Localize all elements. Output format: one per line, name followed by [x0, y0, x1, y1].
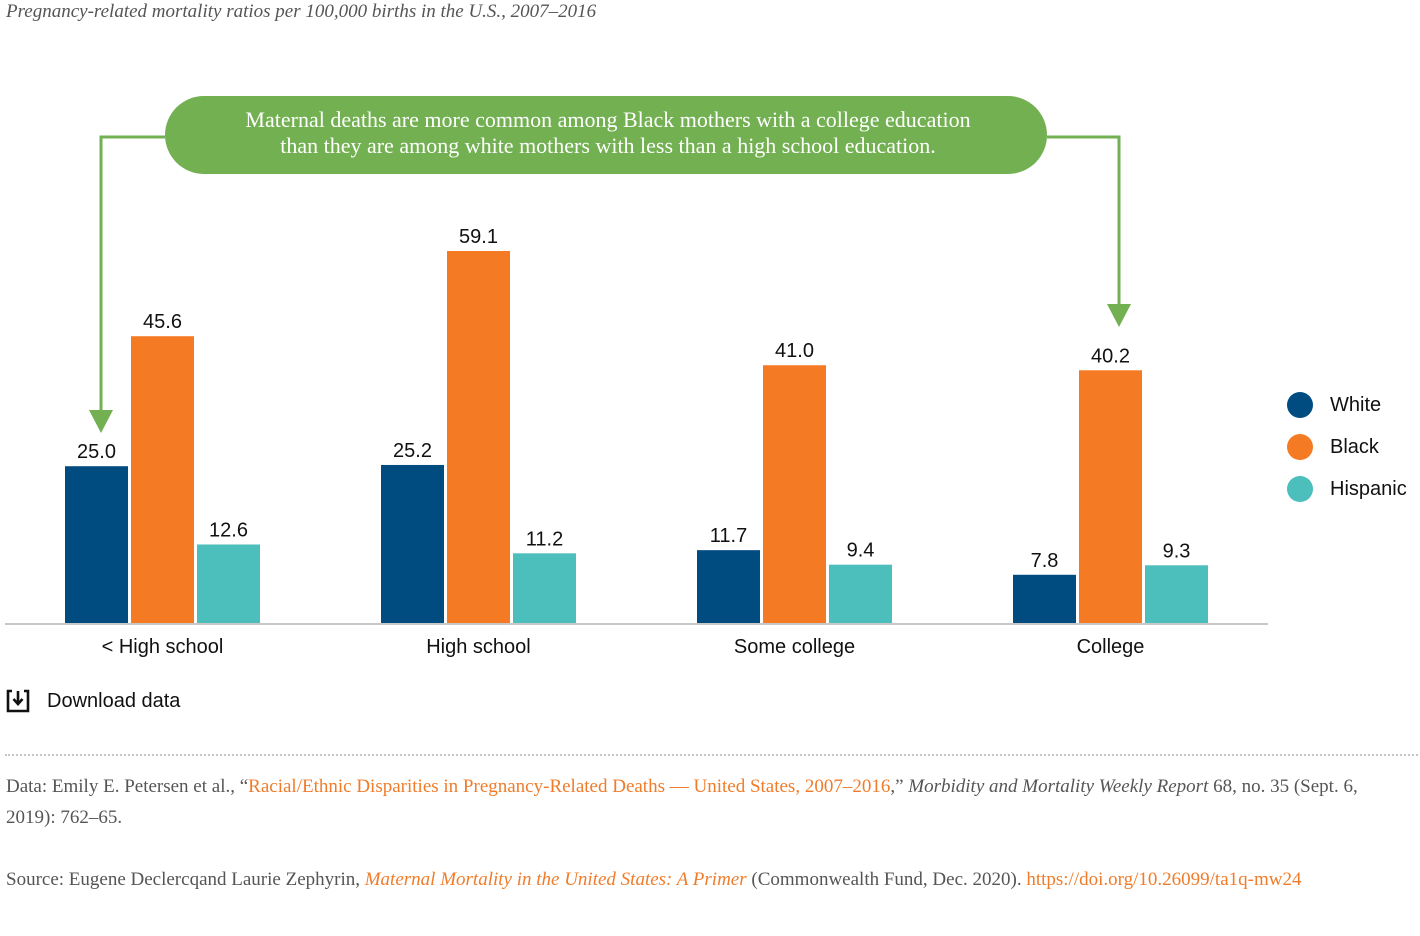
data-label-hispanic-high-school: 12.6 [209, 519, 248, 541]
legend-swatch-white [1287, 392, 1313, 418]
source-title-link[interactable]: Maternal Mortality in the United States:… [364, 869, 747, 890]
bar-chart: Maternal deaths are more common among Bl… [5, 96, 1268, 658]
source-credit-mid: (Commonwealth Fund, Dec. 2020). [746, 869, 1027, 890]
data-credit-mid: ,” [890, 776, 909, 797]
source-credit: Source: Eugene Declercqand Laurie Zephyr… [6, 864, 1406, 895]
data-article-link[interactable]: Racial/Ethnic Disparities in Pregnancy-R… [248, 776, 891, 797]
bar-black-high-school [447, 251, 510, 624]
callout-bubble [165, 96, 1047, 174]
legend-item-black: Black [1287, 426, 1407, 468]
callout-line-2: than they are among white mothers with l… [280, 133, 936, 158]
data-label-black-high-school: 45.6 [143, 311, 182, 333]
data-credit-prefix: Data: Emily E. Petersen et al., “ [6, 776, 249, 797]
bar-hispanic-college [1145, 565, 1208, 624]
data-label-hispanic-college: 9.3 [1163, 540, 1191, 562]
bar-hispanic-high-school [513, 553, 576, 624]
legend-item-hispanic: Hispanic [1287, 468, 1407, 510]
bar-white-some-college [697, 550, 760, 624]
bar-black-some-college [763, 365, 826, 624]
callout-arrow-right [1047, 135, 1121, 306]
x-tick-label-college: College [1077, 636, 1145, 658]
callout-line-1: Maternal deaths are more common among Bl… [245, 107, 970, 132]
legend-label-white: White [1330, 393, 1382, 416]
data-credit-suffix: 68, no. 35 (Sept. 6, 2019): 762–65. [6, 776, 1358, 828]
legend: White Black Hispanic [1287, 384, 1407, 510]
data-label-black-some-college: 41.0 [775, 340, 814, 362]
callout: Maternal deaths are more common among Bl… [89, 96, 1131, 433]
data-label-hispanic-some-college: 9.4 [847, 540, 875, 562]
bar-white-high-school [65, 466, 128, 624]
download-icon [6, 689, 30, 713]
download-data-button[interactable]: Download data [5, 688, 180, 714]
source-doi-link[interactable]: https://doi.org/10.26099/ta1q-mw24 [1026, 869, 1302, 890]
divider [5, 754, 1418, 756]
bar-hispanic-high-school [197, 544, 260, 624]
data-label-white-some-college: 11.7 [710, 525, 747, 547]
x-tick-label-some-college: Some college [734, 636, 855, 658]
x-tick-label-high-school: High school [426, 636, 531, 658]
download-data-label: Download data [47, 689, 181, 712]
x-tick-label-high-school: < High school [102, 636, 224, 658]
bar-white-college [1013, 574, 1076, 624]
data-label-white-college: 7.8 [1031, 550, 1059, 572]
legend-swatch-black [1287, 434, 1313, 460]
data-journal-title: Morbidity and Mortality Weekly Report [908, 776, 1209, 797]
data-label-white-high-school: 25.2 [393, 440, 432, 462]
bar-white-high-school [381, 464, 444, 624]
legend-item-white: White [1287, 384, 1407, 426]
source-credit-prefix: Source: Eugene Declercqand Laurie Zephyr… [6, 869, 365, 890]
bar-hispanic-some-college [829, 564, 892, 624]
bar-black-college [1079, 370, 1142, 624]
data-label-hispanic-high-school: 11.2 [526, 528, 563, 550]
callout-arrowhead-right [1107, 304, 1131, 327]
legend-label-black: Black [1330, 435, 1379, 458]
legend-swatch-hispanic [1287, 476, 1313, 502]
notes: Data: Emily E. Petersen et al., “Racial/… [6, 771, 1406, 895]
data-label-black-college: 40.2 [1091, 345, 1130, 367]
data-credit: Data: Emily E. Petersen et al., “Racial/… [6, 771, 1406, 833]
chart-subtitle: Pregnancy-related mortality ratios per 1… [6, 1, 597, 22]
data-label-black-high-school: 59.1 [459, 226, 498, 248]
bar-black-high-school [131, 336, 194, 624]
data-label-white-high-school: 25.0 [77, 441, 116, 463]
callout-arrowhead-left [89, 410, 113, 433]
legend-label-hispanic: Hispanic [1330, 477, 1407, 500]
callout-arrow-left [99, 135, 165, 412]
